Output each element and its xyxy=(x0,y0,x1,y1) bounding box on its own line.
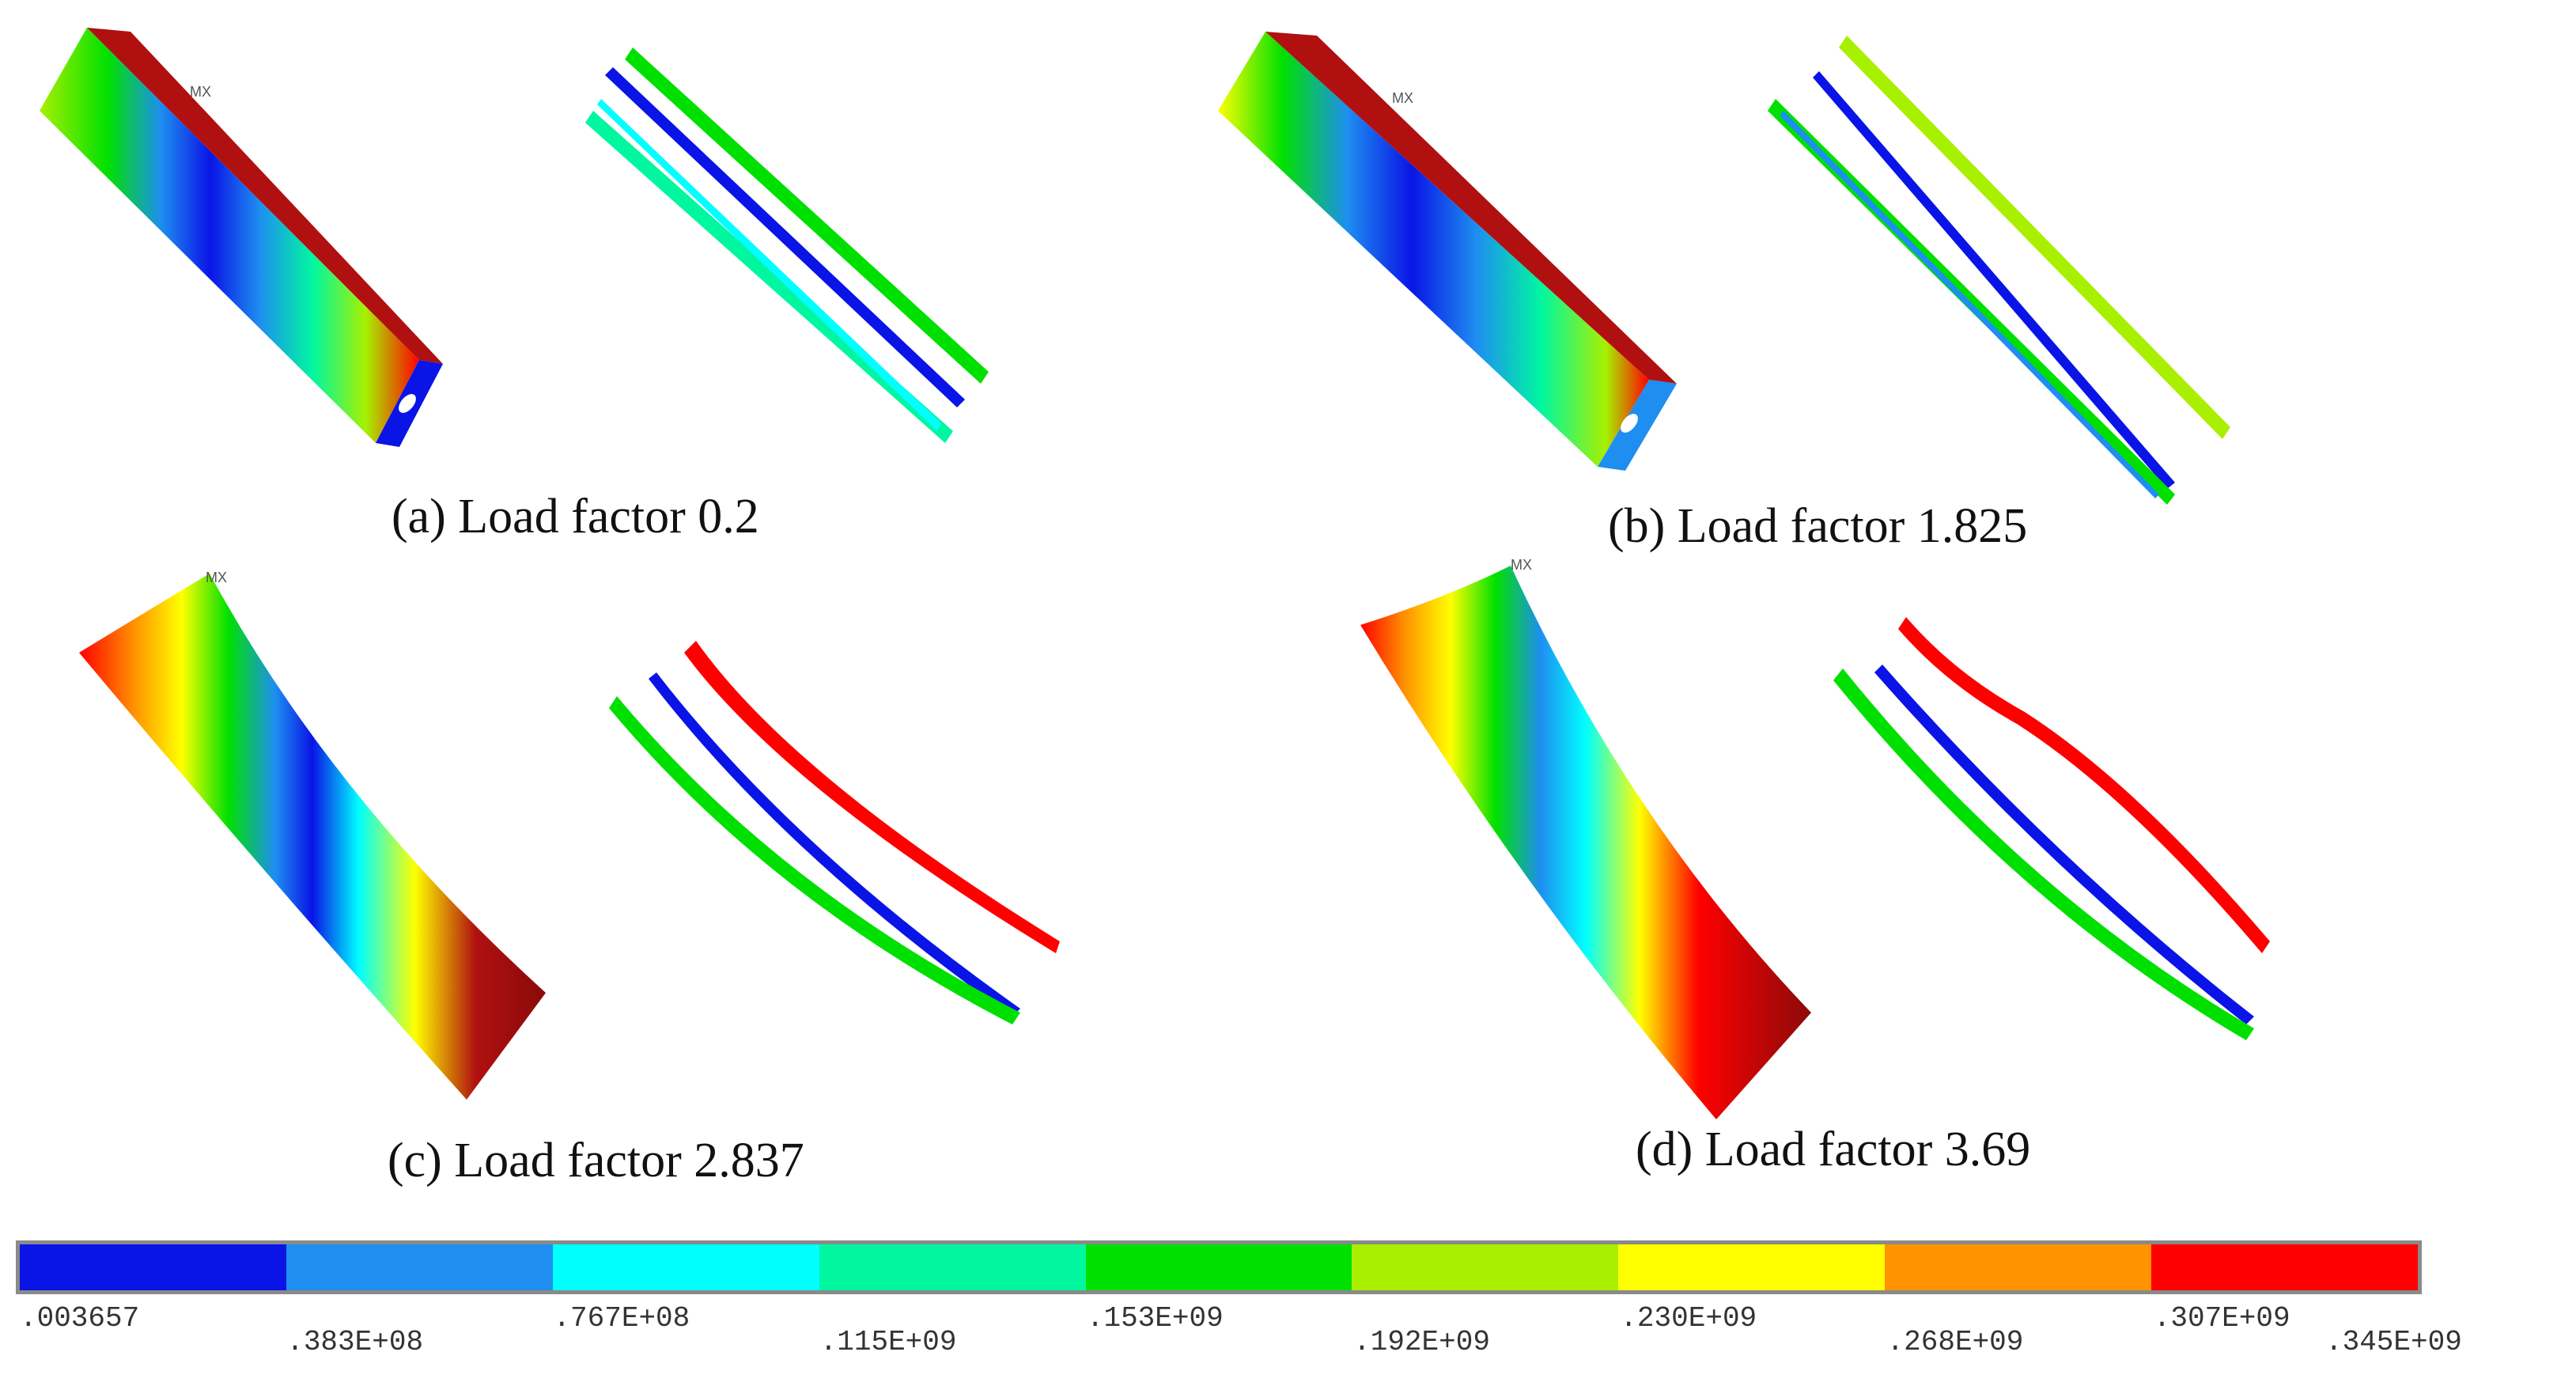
max-marker-b: MX xyxy=(1392,90,1413,106)
max-marker-d: MX xyxy=(1511,557,1532,573)
legend-swatch xyxy=(1352,1244,1619,1290)
column-3d-c xyxy=(79,574,546,1100)
legend-swatch xyxy=(20,1244,286,1290)
panel-c-model: MX xyxy=(79,570,1060,1100)
panel-a-model: MX xyxy=(40,28,989,447)
panel-b-caption: (b) Load factor 1.825 xyxy=(1608,499,2028,553)
legend-swatch xyxy=(1085,1244,1352,1290)
legend-swatch xyxy=(819,1244,1086,1290)
tube-strips-b xyxy=(1768,36,2230,505)
legend-tick-label: .268E+09 xyxy=(1886,1326,2024,1358)
legend-swatch xyxy=(286,1244,553,1290)
panel-d-caption: (d) Load factor 3.69 xyxy=(1636,1123,2031,1176)
legend-tick-label: .115E+09 xyxy=(819,1326,957,1358)
panel-d-model: MX xyxy=(1360,557,2270,1119)
color-legend xyxy=(16,1240,2422,1294)
panel-a-caption: (a) Load factor 0.2 xyxy=(392,490,759,543)
column-3d-d xyxy=(1360,566,1811,1119)
legend-tick-label: .230E+09 xyxy=(1620,1302,1757,1335)
tube-strips-a xyxy=(585,47,989,443)
panel-c-caption: (c) Load factor 2.837 xyxy=(388,1134,804,1187)
legend-tick-label: .192E+09 xyxy=(1353,1326,1490,1358)
column-3d-a xyxy=(40,28,443,447)
legend-tick-label: .767E+08 xyxy=(553,1302,690,1335)
max-marker-c: MX xyxy=(206,570,227,585)
legend-tick-label: .383E+08 xyxy=(286,1326,424,1358)
panel-b-model: MX xyxy=(1218,32,2230,505)
legend-tick-label: .003657 xyxy=(20,1302,140,1335)
tube-strips-d xyxy=(1833,617,2270,1040)
legend-swatch xyxy=(2151,1244,2419,1290)
column-3d-b xyxy=(1218,32,1677,471)
tube-strips-c xyxy=(609,641,1060,1024)
legend-swatch xyxy=(1885,1244,2152,1290)
max-marker-a: MX xyxy=(190,84,211,100)
legend-swatch xyxy=(1618,1244,1886,1290)
legend-tick-label: .345E+09 xyxy=(2325,1326,2462,1358)
legend-tick-label: .153E+09 xyxy=(1086,1302,1224,1335)
legend-swatch xyxy=(552,1244,819,1290)
legend-tick-label: .307E+09 xyxy=(2153,1302,2290,1335)
